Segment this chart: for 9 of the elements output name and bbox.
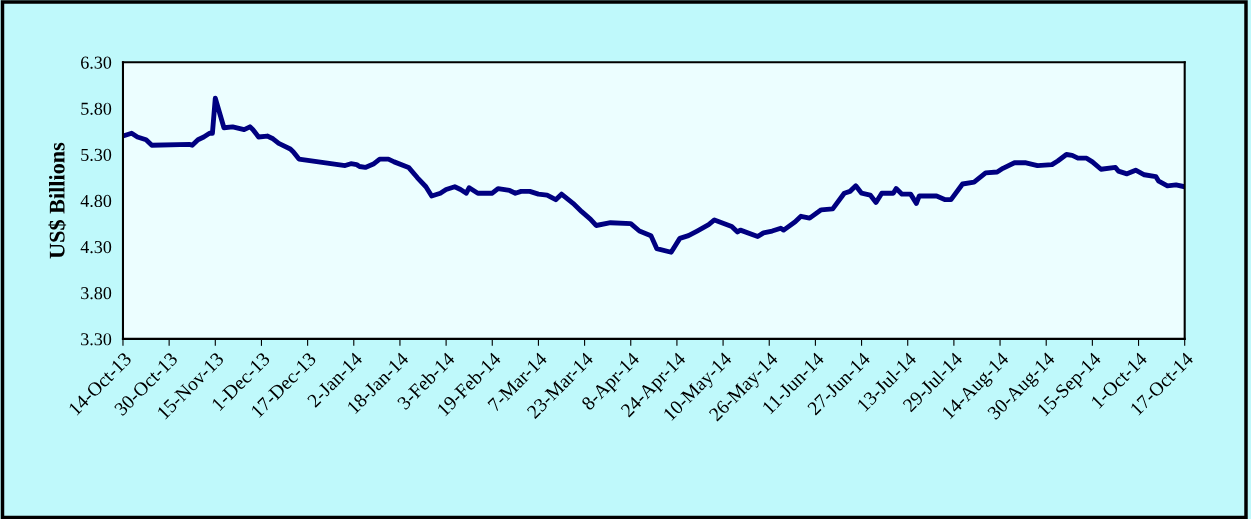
y-tick-label: 3.30: [81, 333, 112, 346]
y-tick-label: 6.30: [81, 56, 112, 69]
y-axis-title: US$ Billions: [48, 142, 67, 259]
y-tick-label: 5.30: [81, 148, 112, 162]
line-series: [122, 95, 1185, 255]
y-tick-label: 5.80: [81, 102, 112, 115]
y-tick-label: 3.80: [81, 287, 112, 300]
y-tick-label: 4.80: [80, 194, 112, 208]
y-tick-label: 4.30: [80, 240, 112, 254]
